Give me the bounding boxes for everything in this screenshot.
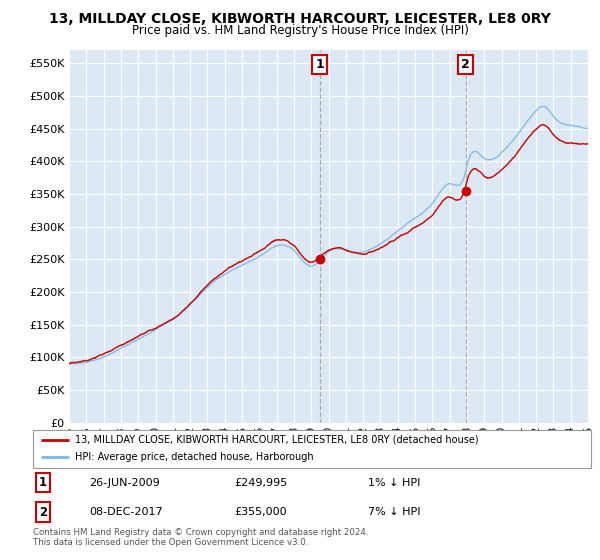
Text: 13, MILLDAY CLOSE, KIBWORTH HARCOURT, LEICESTER, LE8 0RY (detached house): 13, MILLDAY CLOSE, KIBWORTH HARCOURT, LE… [75, 435, 478, 445]
Text: Price paid vs. HM Land Registry's House Price Index (HPI): Price paid vs. HM Land Registry's House … [131, 24, 469, 36]
Text: 08-DEC-2017: 08-DEC-2017 [89, 507, 163, 517]
Text: 1: 1 [39, 476, 47, 489]
Text: 1% ↓ HPI: 1% ↓ HPI [368, 478, 420, 488]
Text: £249,995: £249,995 [234, 478, 287, 488]
Text: 26-JUN-2009: 26-JUN-2009 [89, 478, 160, 488]
Text: 2: 2 [39, 506, 47, 519]
Text: 7% ↓ HPI: 7% ↓ HPI [368, 507, 421, 517]
Text: 2: 2 [461, 58, 470, 71]
Text: £355,000: £355,000 [234, 507, 287, 517]
Text: HPI: Average price, detached house, Harborough: HPI: Average price, detached house, Harb… [75, 452, 313, 463]
FancyBboxPatch shape [33, 430, 591, 468]
Text: 13, MILLDAY CLOSE, KIBWORTH HARCOURT, LEICESTER, LE8 0RY: 13, MILLDAY CLOSE, KIBWORTH HARCOURT, LE… [49, 12, 551, 26]
Text: 1: 1 [316, 58, 324, 71]
Text: Contains HM Land Registry data © Crown copyright and database right 2024.
This d: Contains HM Land Registry data © Crown c… [33, 528, 368, 547]
